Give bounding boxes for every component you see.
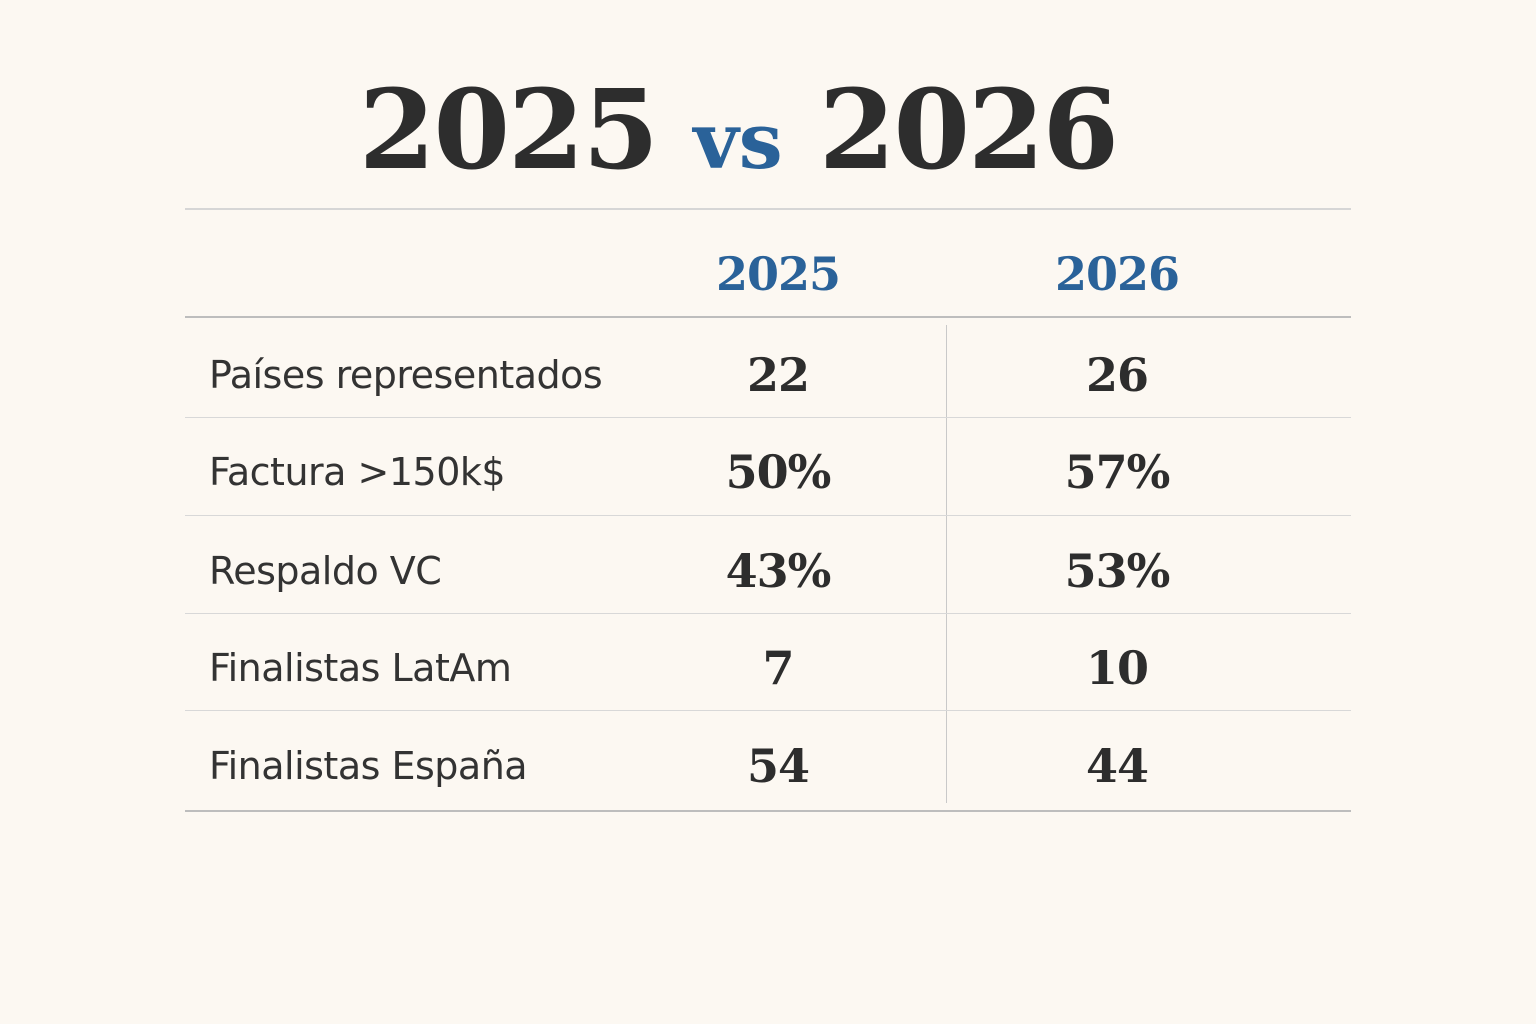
title-vs: vs bbox=[693, 96, 783, 187]
row-separator bbox=[185, 613, 1351, 614]
row-label: Factura >150k$ bbox=[209, 450, 506, 494]
table-cell-2026: 10 bbox=[1085, 641, 1149, 695]
row-label: Respaldo VC bbox=[209, 549, 442, 593]
table-cell-2025: 22 bbox=[746, 348, 810, 402]
column-header-2026: 2026 bbox=[1054, 247, 1180, 301]
header-rule bbox=[185, 316, 1351, 318]
row-separator bbox=[185, 515, 1351, 516]
column-divider bbox=[946, 325, 947, 803]
table-cell-2026: 26 bbox=[1085, 348, 1149, 402]
page-title: 2025 vs 2026 bbox=[0, 70, 1476, 202]
table-cell-2025: 50% bbox=[725, 445, 832, 499]
table-cell-2025: 7 bbox=[762, 641, 794, 695]
row-label: Finalistas España bbox=[209, 744, 528, 788]
top-rule bbox=[185, 208, 1351, 210]
table-cell-2026: 57% bbox=[1064, 445, 1171, 499]
title-year-2026: 2026 bbox=[818, 65, 1119, 194]
title-year-2025: 2025 bbox=[358, 65, 659, 194]
table-cell-2026: 53% bbox=[1064, 544, 1171, 598]
column-header-2025: 2025 bbox=[715, 247, 841, 301]
table-cell-2025: 43% bbox=[725, 544, 832, 598]
row-label: Países representados bbox=[209, 353, 603, 397]
bottom-rule bbox=[185, 810, 1351, 812]
table-cell-2025: 54 bbox=[746, 739, 810, 793]
row-label: Finalistas LatAm bbox=[209, 646, 512, 690]
table-cell-2026: 44 bbox=[1085, 739, 1149, 793]
row-separator bbox=[185, 417, 1351, 418]
row-separator bbox=[185, 710, 1351, 711]
